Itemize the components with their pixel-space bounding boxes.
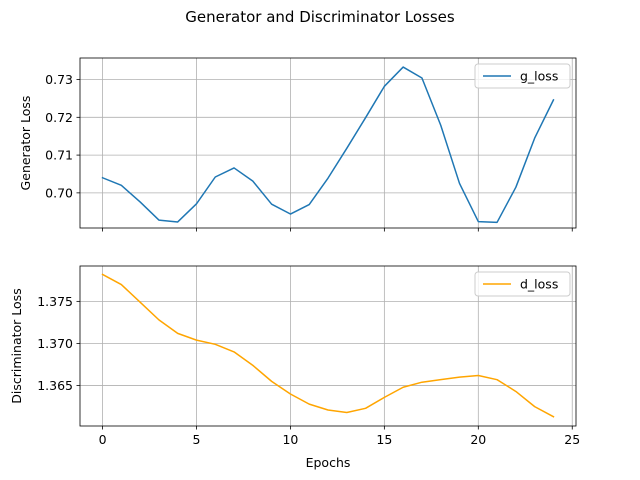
generator-legend: g_loss	[474, 63, 571, 89]
discriminator-axes-frame	[79, 265, 577, 427]
discriminator-x-tick-label: 5	[193, 432, 201, 447]
generator-y-tick-label: 0.73	[45, 72, 73, 87]
generator-legend-label: g_loss	[520, 69, 558, 84]
discriminator-legend-label: d_loss	[520, 277, 558, 292]
generator-y-tick-label: 0.72	[45, 110, 73, 125]
generator-y-tick-label: 0.70	[45, 185, 73, 200]
generator-axes-frame	[79, 57, 577, 229]
generator-loss-line	[101, 66, 555, 224]
discriminator-loss-panel: 0 5 10 15 20 25 1.365 1.370 1.375 Discriminator L…	[9, 265, 580, 470]
discriminator-y-tick-label: 1.375	[37, 294, 73, 309]
discriminator-x-tick-label: 20	[470, 432, 486, 447]
discriminator-legend-box	[474, 271, 571, 297]
discriminator-x-tick-label: 10	[282, 432, 298, 447]
figure-title: Generator and Discriminator Losses	[185, 8, 455, 26]
generator-y-axis-label: Generator Loss	[18, 96, 33, 191]
discriminator-x-tick-label: 25	[564, 432, 580, 447]
discriminator-y-tick-label: 1.365	[37, 378, 73, 393]
discriminator-y-tick-label: 1.370	[37, 336, 73, 351]
discriminator-legend: d_loss	[474, 271, 571, 297]
generator-loss-panel: 0.70 0.71 0.72 0.73 Generator Loss g_loss	[18, 57, 577, 232]
discriminator-loss-line	[101, 273, 555, 418]
discriminator-x-axis-label: Epochs	[306, 455, 351, 470]
discriminator-y-axis-label: Discriminator Loss	[9, 288, 24, 403]
discriminator-x-tick-label: 0	[99, 432, 107, 447]
discriminator-x-tick-label: 15	[376, 432, 392, 447]
generator-legend-box	[474, 63, 571, 89]
generator-y-tick-label: 0.71	[45, 148, 73, 163]
